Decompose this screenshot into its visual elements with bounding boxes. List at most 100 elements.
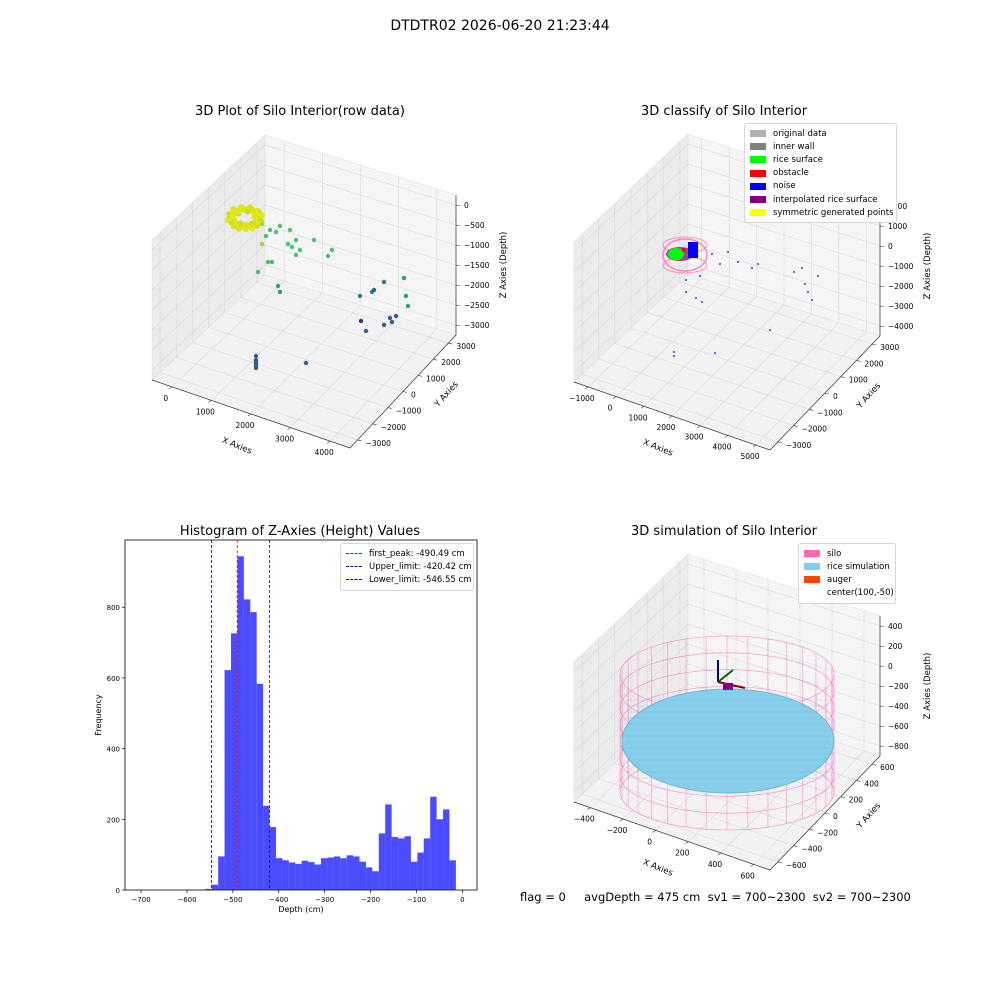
p3-bar [385, 804, 392, 890]
p2-xtick [640, 406, 645, 409]
p2-ytick [809, 408, 814, 411]
p3-bar [398, 838, 405, 890]
p3-xtick-label: −700 [131, 896, 150, 904]
legend-label: Lower_limit: -546.55 cm [369, 574, 472, 585]
p1-point [381, 279, 387, 285]
p4-rice-surface [621, 688, 835, 794]
p1-ytick [433, 358, 438, 361]
p4-axis-y-arrow [717, 669, 734, 683]
p4-xtick [619, 818, 624, 822]
p3-xtick-label: −200 [361, 896, 380, 904]
p4-zgrid [573, 583, 881, 693]
legend-swatch [750, 209, 766, 217]
p1-ztick [455, 304, 461, 307]
p1-ygrid [176, 357, 373, 425]
p1-point [267, 227, 273, 233]
figure-title: DTDTR02 2026-06-20 21:23:44 [390, 18, 610, 34]
p3-bar [301, 860, 309, 890]
p2-noise-point [711, 253, 713, 255]
p4-ztick [879, 685, 885, 688]
p2-ytick [840, 376, 845, 379]
p1-point [387, 315, 393, 321]
p2-xtick [668, 415, 673, 419]
p4-ytick [809, 828, 814, 831]
legend-swatch [804, 576, 820, 584]
p1-point [303, 360, 309, 366]
status-line: flag = 0 avgDepth = 475 cm sv1 = 700~230… [520, 890, 911, 904]
p1-point [405, 303, 411, 309]
p3-xtick-label: −500 [223, 896, 242, 904]
p2-noise-point [699, 275, 701, 277]
legend-swatch [804, 563, 820, 571]
p2-zgrid [573, 263, 881, 373]
p4-xtick-label: 400 [708, 860, 723, 869]
p3-bar [295, 863, 302, 890]
p4-ytick-label: −400 [802, 845, 823, 854]
legend-entry: first_peak: -490.49 cm [346, 547, 468, 560]
p1-zgrid [151, 204, 457, 311]
p2-ztick [879, 225, 885, 228]
p1-point [357, 293, 363, 299]
legend-entry: interpolated rice surface [750, 193, 891, 206]
p4-ztick-label: 0 [888, 662, 893, 671]
p4-ztick [879, 705, 885, 708]
p2-xtick-label: 2000 [656, 423, 675, 432]
p3-bar [224, 670, 232, 890]
p2-zlabel: Z Axies (Depth) [923, 233, 933, 300]
p1-xtick [247, 413, 252, 417]
legend-swatch [804, 550, 820, 558]
p1-point [253, 357, 259, 363]
p1-zlabel: Z Axies (Depth) [499, 232, 509, 299]
p1-point [263, 233, 269, 239]
p3-bar [404, 836, 411, 890]
p2-noise-point [685, 279, 687, 281]
p3-bar [211, 884, 219, 890]
legend-entry: center(100,-50) [804, 587, 894, 600]
p1-point [289, 244, 295, 250]
p3-bar [372, 871, 379, 890]
legend-entry: original data [750, 127, 891, 140]
p1-point [403, 293, 409, 299]
p2-ytick [824, 392, 830, 395]
p2-noise-point [695, 297, 697, 299]
legend-label: noise [773, 181, 796, 192]
p3-bar [263, 805, 270, 890]
p1-point [228, 212, 235, 219]
p3-bar [231, 633, 238, 890]
p1-point [259, 241, 265, 247]
simulation-legend: silo rice simulation auger center(100,-50) [798, 543, 896, 604]
p2-zgrid [573, 223, 881, 333]
legend-swatch [750, 169, 766, 177]
panel1-title: 3D Plot of Silo Interior(row data) [195, 104, 405, 119]
p4-ztick [879, 625, 885, 628]
p1-ytick-label: −3000 [366, 439, 392, 448]
p4-xtick-label: 200 [675, 849, 690, 858]
p2-noise-point [714, 352, 716, 354]
legend-label: rice surface [773, 154, 823, 165]
p3-bar [308, 862, 315, 890]
p3-bar [359, 861, 366, 890]
p1-xtick [208, 400, 212, 403]
p1-ytick-label: 1000 [426, 374, 445, 383]
legend-entry: symmetric generated points [750, 206, 894, 219]
p3-bar [269, 827, 276, 890]
p1-ztick [455, 204, 461, 207]
p1-xtick [327, 440, 331, 444]
p2-xlabel: X Axies [641, 438, 674, 459]
p2-obstacle [682, 248, 686, 252]
p3-bar [340, 858, 347, 890]
p3-bar [333, 856, 341, 890]
p3-bar [327, 857, 334, 890]
p4-xtick [750, 864, 754, 867]
p4-ygrid [598, 778, 794, 846]
p1-point [249, 225, 256, 232]
p3-bar [449, 860, 456, 890]
p4-xlabel: X Axies [641, 858, 674, 879]
p2-xtick-label: 4000 [712, 442, 731, 451]
p1-ytick-label: −1000 [396, 407, 422, 416]
p1-point [389, 319, 395, 325]
p3-xtick-label: −400 [269, 896, 288, 904]
p4-xtick-label: −200 [607, 826, 628, 835]
p2-noise-point [807, 291, 809, 293]
